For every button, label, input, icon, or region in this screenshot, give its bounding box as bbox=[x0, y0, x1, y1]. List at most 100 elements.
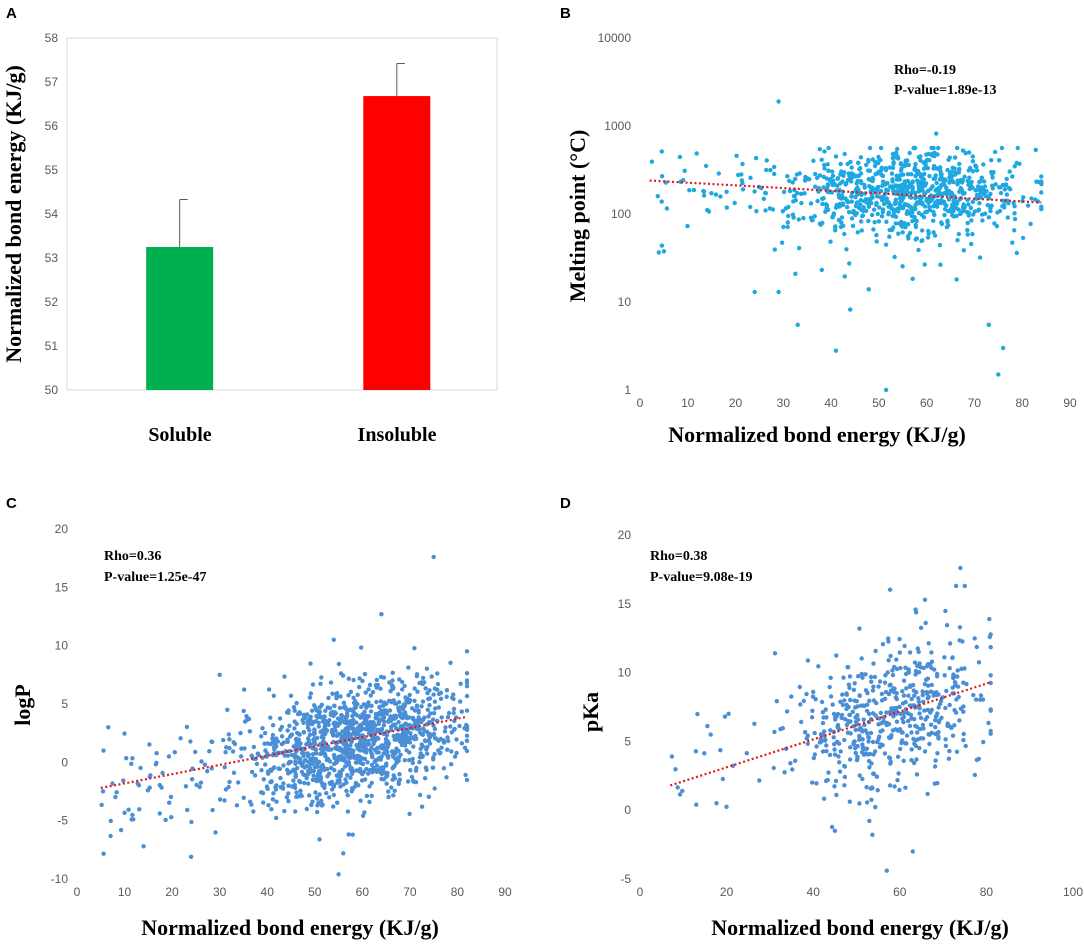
data-point bbox=[889, 171, 895, 176]
data-point bbox=[830, 169, 835, 174]
data-point bbox=[922, 749, 928, 754]
data-point bbox=[920, 172, 925, 178]
data-point bbox=[376, 750, 381, 755]
data-point bbox=[419, 704, 424, 709]
data-point bbox=[909, 190, 914, 195]
data-point bbox=[851, 174, 857, 179]
data-point bbox=[932, 667, 937, 672]
data-point bbox=[163, 817, 168, 823]
data-point bbox=[860, 742, 865, 747]
data-point bbox=[160, 770, 165, 776]
data-point bbox=[921, 166, 927, 171]
data-point bbox=[868, 189, 873, 194]
data-point bbox=[884, 710, 889, 715]
data-point bbox=[968, 181, 973, 187]
x-tick-label: 70 bbox=[403, 885, 417, 899]
data-point bbox=[871, 771, 876, 776]
data-point bbox=[388, 688, 393, 694]
data-point bbox=[417, 792, 423, 798]
data-point bbox=[772, 171, 777, 177]
data-point bbox=[884, 187, 889, 192]
data-point bbox=[966, 202, 971, 207]
data-point bbox=[780, 209, 785, 214]
data-point bbox=[390, 670, 395, 675]
data-point bbox=[371, 720, 376, 725]
x-tick-label: 0 bbox=[74, 885, 81, 899]
data-point bbox=[886, 636, 891, 641]
data-point bbox=[752, 189, 757, 194]
data-point bbox=[358, 760, 363, 766]
data-point bbox=[793, 271, 798, 276]
data-point bbox=[293, 809, 298, 814]
data-point bbox=[786, 204, 791, 210]
data-point bbox=[298, 788, 303, 793]
data-point bbox=[763, 190, 768, 195]
data-point bbox=[922, 204, 928, 209]
x-tick-label: 40 bbox=[807, 885, 821, 899]
data-point bbox=[188, 854, 194, 859]
data-point bbox=[432, 699, 438, 704]
data-point bbox=[835, 176, 841, 181]
data-point bbox=[202, 762, 208, 767]
data-point bbox=[435, 681, 441, 687]
data-point bbox=[827, 752, 833, 758]
data-point bbox=[259, 768, 264, 773]
data-point bbox=[324, 790, 329, 796]
data-point bbox=[925, 690, 930, 695]
data-point bbox=[284, 795, 290, 800]
data-point bbox=[805, 733, 810, 738]
data-point bbox=[895, 146, 900, 152]
data-point bbox=[867, 168, 873, 173]
data-point bbox=[388, 727, 394, 733]
data-point bbox=[320, 762, 325, 768]
data-point bbox=[271, 766, 276, 771]
data-point bbox=[867, 751, 873, 757]
data-point bbox=[900, 730, 905, 735]
data-point bbox=[363, 714, 368, 719]
y-tick-labels-d: -5 0 5 10 15 20 bbox=[618, 528, 632, 886]
data-point bbox=[316, 724, 322, 729]
data-point bbox=[896, 156, 901, 161]
data-point bbox=[753, 155, 759, 161]
data-point bbox=[118, 827, 124, 833]
data-point bbox=[193, 749, 198, 755]
data-point bbox=[894, 696, 900, 702]
data-point bbox=[894, 666, 900, 672]
data-point bbox=[137, 807, 142, 812]
data-point bbox=[853, 715, 858, 720]
data-point bbox=[282, 753, 287, 758]
data-point bbox=[138, 765, 143, 771]
data-point bbox=[858, 219, 864, 224]
data-point bbox=[900, 224, 905, 229]
data-point bbox=[920, 722, 926, 728]
data-point bbox=[332, 703, 337, 709]
data-point bbox=[752, 721, 757, 726]
data-point bbox=[996, 372, 1001, 377]
data-point bbox=[342, 764, 348, 769]
data-point bbox=[438, 696, 444, 701]
data-point bbox=[421, 717, 426, 722]
data-point bbox=[922, 191, 927, 196]
data-point bbox=[969, 218, 974, 223]
data-point bbox=[853, 750, 858, 756]
data-point bbox=[886, 721, 892, 727]
data-point bbox=[798, 702, 803, 707]
data-point bbox=[795, 322, 800, 327]
data-point bbox=[933, 714, 939, 719]
data-point bbox=[916, 699, 922, 704]
data-point bbox=[849, 216, 855, 221]
data-point bbox=[338, 754, 343, 760]
data-point bbox=[703, 163, 709, 169]
data-point bbox=[304, 741, 309, 747]
data-point bbox=[834, 653, 839, 658]
data-point bbox=[842, 764, 848, 769]
data-point bbox=[370, 754, 375, 760]
data-point bbox=[970, 154, 975, 159]
data-point bbox=[863, 751, 869, 756]
data-point bbox=[433, 706, 438, 711]
data-point bbox=[869, 186, 875, 191]
data-point bbox=[866, 287, 871, 292]
data-point bbox=[295, 711, 301, 717]
data-point bbox=[832, 828, 838, 833]
data-point bbox=[325, 705, 330, 710]
